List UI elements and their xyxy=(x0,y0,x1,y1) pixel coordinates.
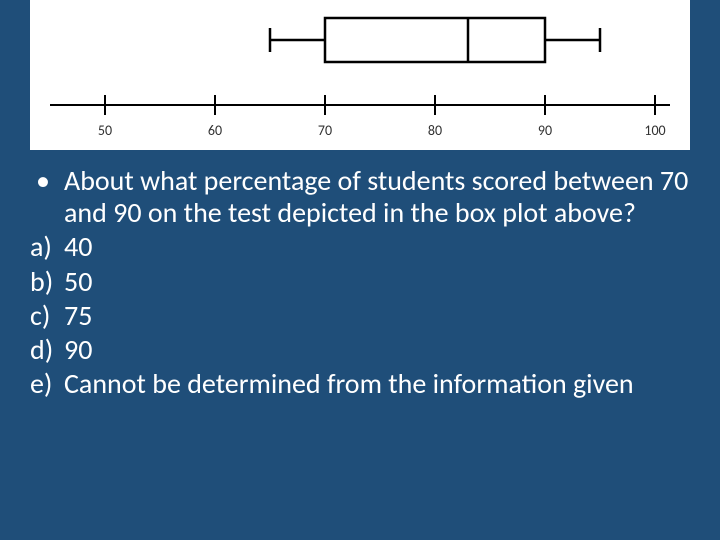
answer-marker: d) xyxy=(30,334,64,366)
answer-row: c) 75 xyxy=(30,300,690,332)
axis-labels: 50 60 70 80 90 100 xyxy=(98,122,666,139)
tick-label: 70 xyxy=(318,122,332,139)
bullet-marker: • xyxy=(30,165,64,197)
tick-label: 60 xyxy=(208,122,222,139)
answer-marker: e) xyxy=(30,368,64,400)
answer-text: 40 xyxy=(64,231,690,263)
content-area: • About what percentage of students scor… xyxy=(30,165,690,402)
answer-text: 50 xyxy=(64,266,690,298)
answer-text: Cannot be determined from the informatio… xyxy=(64,368,690,400)
question-row: • About what percentage of students scor… xyxy=(30,165,690,229)
answer-marker: b) xyxy=(30,266,64,298)
slide: 50 60 70 80 90 100 xyxy=(0,0,720,540)
answer-text: 90 xyxy=(64,334,690,366)
tick-label: 80 xyxy=(428,122,442,139)
boxplot-shape xyxy=(270,18,600,62)
answer-row: e) Cannot be determined from the informa… xyxy=(30,368,690,400)
answer-row: b) 50 xyxy=(30,266,690,298)
answer-row: d) 90 xyxy=(30,334,690,366)
tick-label: 90 xyxy=(538,122,552,139)
tick-label: 100 xyxy=(644,122,665,139)
answer-marker: a) xyxy=(30,231,64,263)
boxplot-figure: 50 60 70 80 90 100 xyxy=(30,0,690,150)
answer-text: 75 xyxy=(64,300,690,332)
answer-row: a) 40 xyxy=(30,231,690,263)
answer-marker: c) xyxy=(30,300,64,332)
boxplot-svg: 50 60 70 80 90 100 xyxy=(30,0,690,150)
question-text: About what percentage of students scored… xyxy=(64,165,690,229)
tick-label: 50 xyxy=(98,122,112,139)
